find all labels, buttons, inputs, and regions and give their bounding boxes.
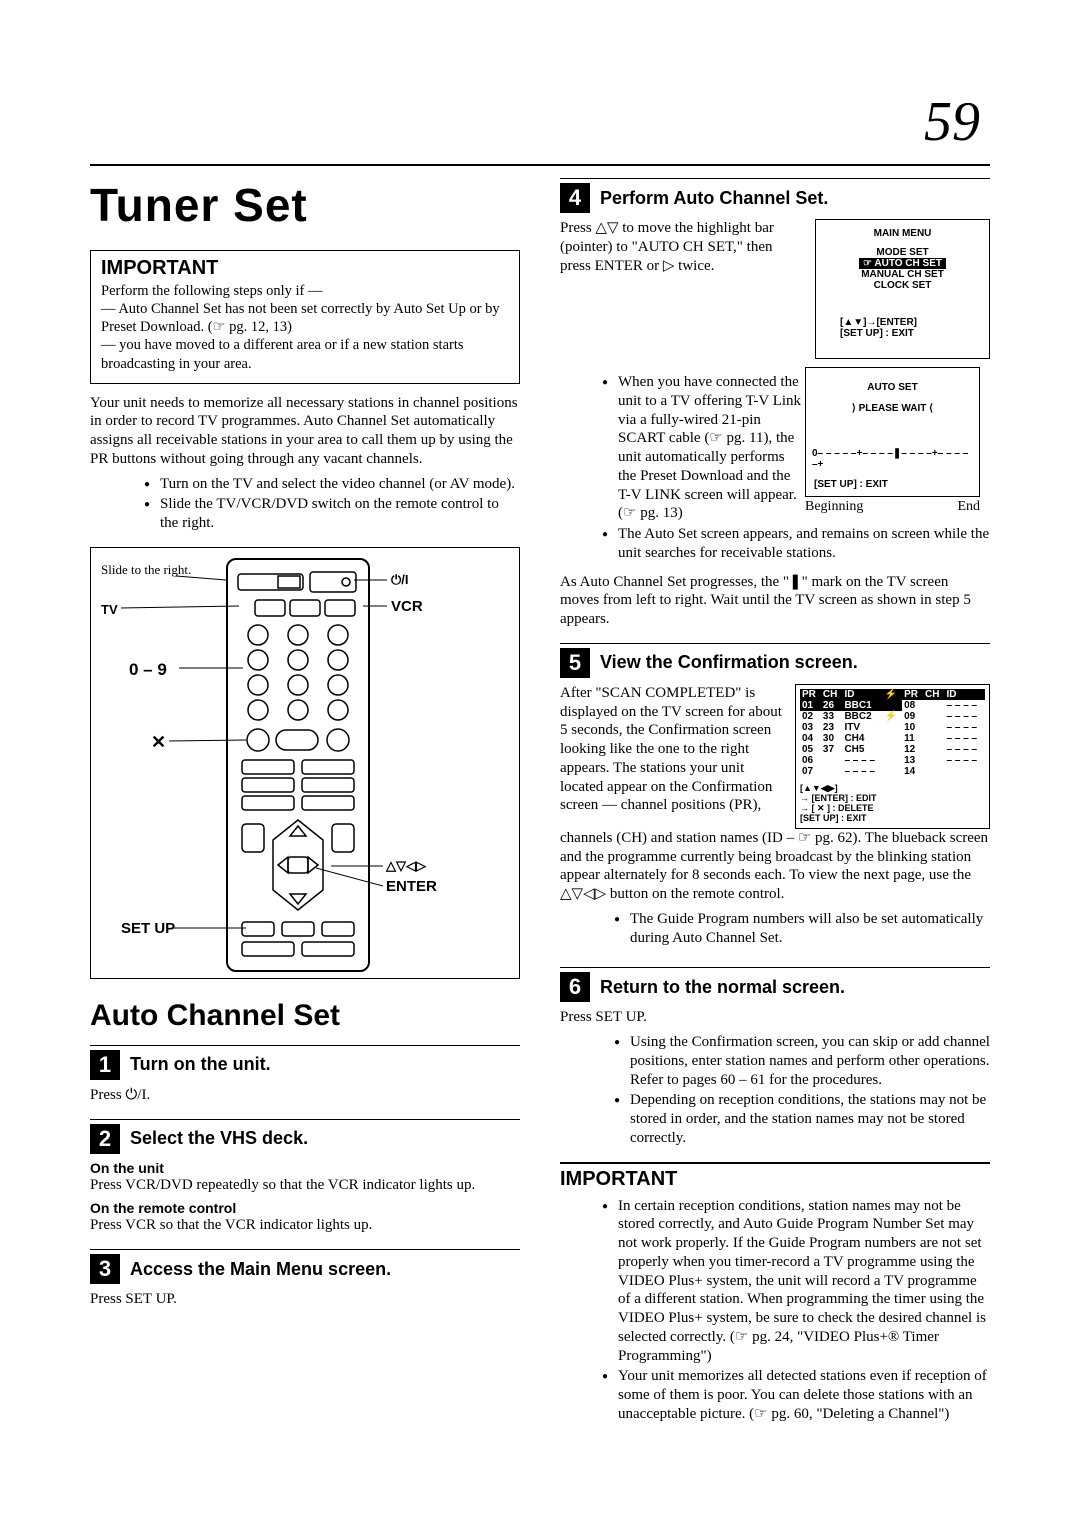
remote-label-arrows: △▽◁▷ [386, 858, 426, 874]
step-heading: Turn on the unit. [130, 1054, 271, 1075]
step-1: 1 Turn on the unit. Press ⏻/I. [90, 1045, 520, 1105]
remote-label-numbers: 0 – 9 [129, 660, 167, 680]
step-body: Press SET UP. [90, 1290, 520, 1309]
step-body: Press VCR so that the VCR indicator ligh… [90, 1216, 520, 1235]
important-line: Perform the following steps only if — [101, 282, 509, 300]
step-number: 5 [560, 648, 590, 678]
step-heading: View the Confirmation screen. [600, 652, 858, 673]
step-5: 5 View the Confirmation screen. PR CH ID… [560, 643, 990, 954]
remote-shapes-svg [228, 560, 368, 970]
remote-label-tv: TV [101, 602, 118, 617]
step-subtitle: On the remote control [90, 1200, 520, 1216]
step-number: 1 [90, 1050, 120, 1080]
list-item: Using the Confirmation screen, you can s… [618, 1033, 990, 1089]
step-4: 4 Perform Auto Channel Set. MAIN MENU MO… [560, 178, 990, 629]
confirmation-screen: PR CH ID ⚡ PR CH ID 0126BBC108– – – – 02… [795, 684, 990, 829]
screen-footer: [SET UP] : EXIT [816, 328, 989, 339]
step-body: Press VCR/DVD repeatedly so that the VCR… [90, 1176, 520, 1195]
step-number: 2 [90, 1124, 120, 1154]
important-section-2: IMPORTANT In certain reception condition… [560, 1162, 990, 1424]
step5-bullets: The Guide Program numbers will also be s… [578, 910, 990, 948]
step-6: 6 Return to the normal screen. Press SET… [560, 967, 990, 1147]
menu-item: MODE SET [816, 247, 989, 258]
right-column: 4 Perform Auto Channel Set. MAIN MENU MO… [560, 178, 990, 1430]
main-menu-screen: MAIN MENU MODE SET ☞ AUTO CH SET MANUAL … [815, 219, 990, 359]
screen-title: MAIN MENU [816, 228, 989, 239]
list-item: The Auto Set screen appears, and remains… [606, 525, 990, 563]
screen-footer: [SET UP] : EXIT [800, 814, 877, 824]
step-body: Press ⏻/I. [90, 1086, 520, 1105]
step-heading: Return to the normal screen. [600, 977, 845, 998]
remote-label-vcr: VCR [391, 598, 423, 615]
list-item: The Guide Program numbers will also be s… [618, 910, 990, 948]
step-number: 3 [90, 1254, 120, 1284]
menu-item: CLOCK SET [816, 280, 989, 291]
important-heading: IMPORTANT [101, 257, 509, 280]
remote-label-x: ✕ [151, 732, 166, 753]
remote-label-power: ⏻/I [391, 572, 409, 588]
important-box: IMPORTANT Perform the following steps on… [90, 250, 520, 384]
remote-figure: Slide to the right. TV 0 – 9 ✕ SET UP ⏻/… [90, 547, 520, 979]
menu-item: MANUAL CH SET [816, 269, 989, 280]
step6-bullets: Using the Confirmation screen, you can s… [578, 1033, 990, 1148]
list-item: Slide the TV/VCR/DVD switch on the remot… [148, 495, 520, 533]
step-heading: Access the Main Menu screen. [130, 1259, 391, 1280]
remote-label-setup: SET UP [121, 920, 175, 937]
step-3: 3 Access the Main Menu screen. Press SET… [90, 1249, 520, 1309]
menu-item-highlighted: ☞ AUTO CH SET [859, 258, 946, 269]
step-heading: Select the VHS deck. [130, 1128, 308, 1149]
remote-label-enter: ENTER [386, 878, 437, 895]
main-title: Tuner Set [90, 178, 520, 232]
important-line: — Auto Channel Set has not been set corr… [101, 300, 509, 336]
step-subtitle: On the unit [90, 1160, 520, 1176]
page-number: 59 [90, 90, 990, 154]
divider [90, 164, 990, 166]
step4-bullets: When you have connected the unit to a TV… [566, 373, 990, 563]
list-item: When you have connected the unit to a TV… [606, 373, 990, 523]
intro-bullets: Turn on the TV and select the video chan… [108, 475, 520, 533]
step4-post: As Auto Channel Set progresses, the "❚" … [560, 573, 990, 629]
intro-paragraph: Your unit needs to memorize all necessar… [90, 394, 520, 469]
important-line: — you have moved to a different area or … [101, 336, 509, 372]
step-number: 6 [560, 972, 590, 1002]
step-body: channels (CH) and station names (ID – ☞ … [560, 829, 990, 904]
left-column: Tuner Set IMPORTANT Perform the followin… [90, 178, 520, 1430]
important2-bullets: In certain reception conditions, station… [566, 1197, 990, 1424]
important-heading: IMPORTANT [560, 1168, 990, 1191]
step-body: Press SET UP. [560, 1008, 990, 1027]
list-item: Your unit memorizes all detected station… [606, 1367, 990, 1423]
step-heading: Perform Auto Channel Set. [600, 188, 828, 209]
step-number: 4 [560, 183, 590, 213]
remote-label-slide: Slide to the right. [101, 562, 201, 578]
screen-footer: [▲▼]→[ENTER] [816, 317, 989, 328]
list-item: Depending on reception conditions, the s… [618, 1091, 990, 1147]
page: 59 Tuner Set IMPORTANT Perform the follo… [0, 0, 1080, 1490]
step-2: 2 Select the VHS deck. On the unit Press… [90, 1119, 520, 1236]
list-item: Turn on the TV and select the video chan… [148, 475, 520, 494]
list-item: In certain reception conditions, station… [606, 1197, 990, 1366]
section-title: Auto Channel Set [90, 999, 520, 1033]
remote-outline [226, 558, 370, 972]
